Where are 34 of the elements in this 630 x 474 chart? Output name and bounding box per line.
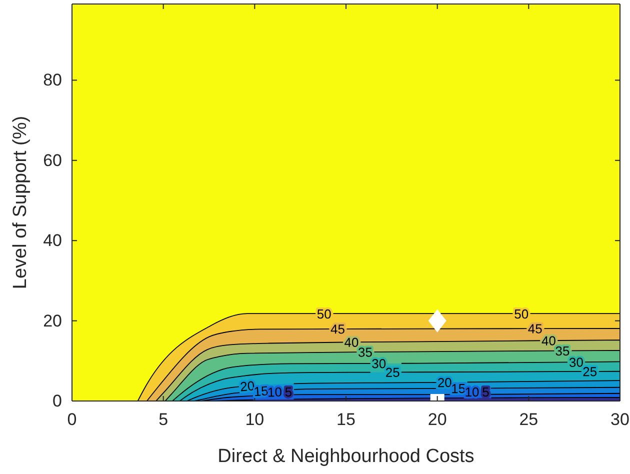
x-axis-title: Direct & Neighbourhood Costs (218, 446, 474, 467)
y-tick-label: 20 (43, 311, 62, 330)
series-label: 20 (437, 374, 452, 390)
text: 5 (482, 384, 490, 400)
x-tick-label: 30 (610, 410, 630, 430)
series-label: 25 (582, 364, 598, 380)
x-tick-label: 25 (519, 410, 538, 430)
series-label: 50 (316, 306, 332, 322)
x-tick-label: 15 (336, 410, 356, 430)
x-tick-label: 0 (67, 410, 77, 430)
y-tick-label: 40 (43, 231, 62, 250)
text: 50 (514, 306, 529, 322)
y-axis-title: Level of Support (%) (10, 116, 31, 290)
series-label: 15 (451, 381, 466, 396)
series-label: 30 (568, 354, 584, 370)
y-tick-label: 0 (52, 391, 62, 410)
text: 30 (372, 356, 386, 372)
series-label: 10 (267, 384, 282, 400)
x-tick-label: 10 (245, 410, 264, 430)
text: 40 (541, 333, 556, 348)
y-tick-label: 80 (43, 70, 62, 90)
series-label: 45 (330, 322, 346, 337)
y-tick-label: 60 (43, 150, 62, 170)
series-label: 40 (344, 334, 359, 350)
series-label: 5 (284, 384, 292, 400)
x-tick-label: 5 (158, 410, 168, 430)
text: 35 (555, 343, 570, 358)
text: 25 (385, 364, 400, 380)
text: 20 (240, 378, 256, 394)
text: 15 (253, 383, 269, 400)
series-label: 35 (358, 344, 372, 360)
text: 10 (464, 384, 480, 400)
text: 45 (528, 321, 542, 336)
x-tick-label: 20 (428, 410, 447, 430)
